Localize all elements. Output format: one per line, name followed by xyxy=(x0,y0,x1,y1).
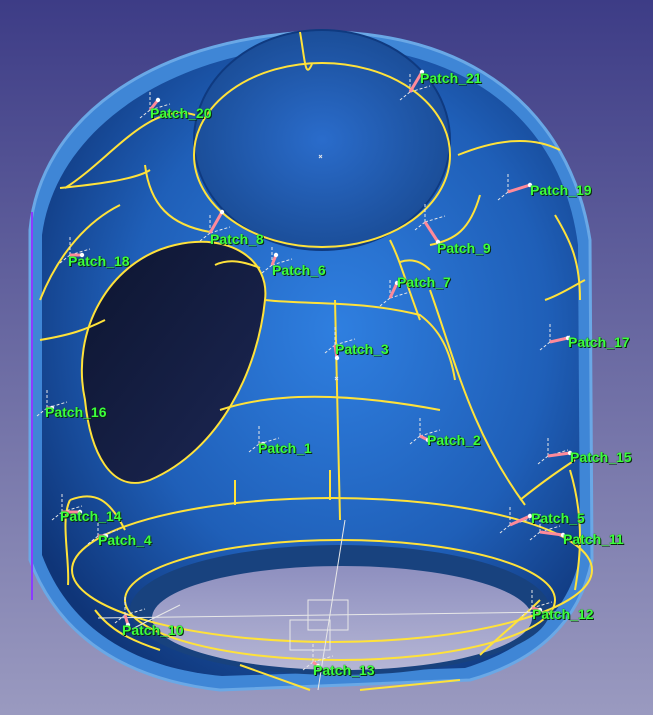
patch-13-label[interactable]: Patch_13 xyxy=(313,662,375,678)
axis-triad-icon xyxy=(521,590,553,617)
axis-triad-icon xyxy=(87,518,119,545)
axis-triad-icon xyxy=(324,327,356,354)
patch-11-anchor-line xyxy=(539,530,564,537)
patch-anchor-icon[interactable] xyxy=(273,252,279,258)
part-inner-shell[interactable] xyxy=(42,45,580,676)
patch-anchor-icon[interactable] xyxy=(394,280,400,286)
patch-boundaries xyxy=(39,31,593,691)
patch-8-label[interactable]: Patch_8 xyxy=(210,231,264,247)
patch-12-label[interactable]: Patch_12 xyxy=(532,606,594,622)
patch-11-label[interactable]: Patch_11 xyxy=(563,531,624,547)
patch-anchor-icon[interactable] xyxy=(155,97,161,103)
patch-15-label[interactable]: Patch_15 xyxy=(570,449,632,465)
patch-20-label[interactable]: Patch_20 xyxy=(150,105,212,121)
patch-anchor-icon[interactable] xyxy=(219,209,225,215)
patch-15-anchor-line xyxy=(547,451,571,458)
patch-18-label[interactable]: Patch_18 xyxy=(68,253,130,269)
axis-triad-icon xyxy=(59,237,91,264)
patch-anchor-icon[interactable] xyxy=(125,622,131,628)
patch-8-anchor-line xyxy=(208,211,224,234)
axis-triad-icon xyxy=(529,514,561,541)
patch-7-anchor-line xyxy=(388,282,399,299)
patch-anchor-icon[interactable] xyxy=(527,513,533,519)
patch-anchor-icon[interactable] xyxy=(527,182,533,188)
patch-17-anchor-line xyxy=(549,336,569,344)
patch-anchor-icon[interactable] xyxy=(567,450,573,456)
patch-9-label[interactable]: Patch_9 xyxy=(437,240,491,256)
patch-anchor-icon[interactable] xyxy=(560,532,566,538)
patch-anchor-icon[interactable] xyxy=(334,355,340,361)
patch-anchor-icon[interactable] xyxy=(419,69,425,75)
axis-triad-icon xyxy=(36,390,68,417)
patch-anchor-icon[interactable] xyxy=(425,437,431,443)
axis-triad-icon xyxy=(248,426,280,453)
patch-1-label[interactable]: Patch_1 xyxy=(258,440,312,456)
axis-triad-icon xyxy=(399,74,431,101)
patch-anchor-icon[interactable] xyxy=(260,441,266,447)
patch-9-anchor-line xyxy=(423,221,440,243)
patch-anchor-icon[interactable] xyxy=(537,607,543,613)
patch-anchor-icon[interactable] xyxy=(315,663,321,669)
top-cap-surface[interactable] xyxy=(193,29,451,251)
axis-triad-icon xyxy=(114,597,146,624)
bottom-opening-floor xyxy=(152,566,532,670)
axis-triad-icon xyxy=(302,644,334,671)
patch-anchor-icon[interactable] xyxy=(435,239,441,245)
patch-5-anchor-line xyxy=(509,514,531,527)
patch-anchor-icon[interactable] xyxy=(79,252,85,258)
axis-triad-icon xyxy=(414,204,446,231)
patch-2-label[interactable]: Patch_2 xyxy=(427,432,481,448)
axis-triad-icon xyxy=(139,92,171,119)
patch-anchor-icon[interactable] xyxy=(49,405,55,411)
patch-anchor-icon[interactable] xyxy=(103,533,109,539)
axis-triad-icon xyxy=(409,418,441,445)
patch-anchor-icon[interactable] xyxy=(565,335,571,341)
patch-19-label[interactable]: Patch_19 xyxy=(530,182,592,198)
patch-14-label[interactable]: Patch_14 xyxy=(60,508,122,524)
patch-19-anchor-line xyxy=(507,183,531,194)
patch-anchor-icon[interactable] xyxy=(77,509,83,515)
patch-7-label[interactable]: Patch_7 xyxy=(397,274,451,290)
patch-anchors xyxy=(47,69,573,669)
patch-17-label[interactable]: Patch_17 xyxy=(568,334,630,350)
patch-16-label[interactable]: Patch_16 xyxy=(45,404,107,420)
patch-21-label[interactable]: Patch_21 xyxy=(420,70,482,86)
reference-geometry xyxy=(97,154,561,691)
patch-3-label[interactable]: Patch_3 xyxy=(335,341,389,357)
patch-5-label[interactable]: Patch_5 xyxy=(531,510,585,526)
axis-triad-icon xyxy=(537,438,569,465)
patch-4-label[interactable]: Patch_4 xyxy=(98,532,152,548)
axis-triad-icon xyxy=(51,494,83,521)
patch-6-label[interactable]: Patch_6 xyxy=(272,262,326,278)
patch-21-anchor-line xyxy=(408,71,424,93)
patch-10-label[interactable]: Patch_10 xyxy=(122,622,184,638)
